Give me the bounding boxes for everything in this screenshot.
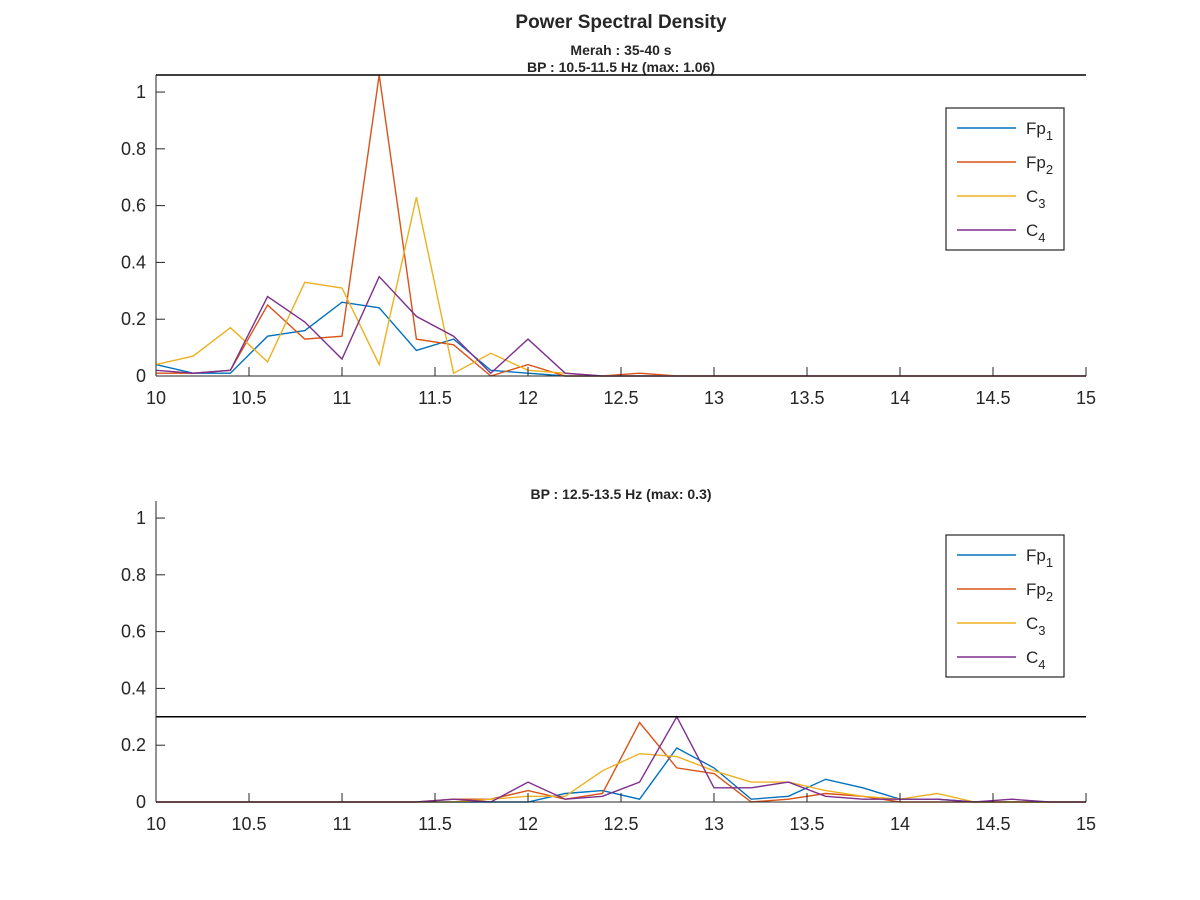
y-tick-label: 0.8 [121, 139, 146, 159]
x-tick-label: 12 [518, 814, 538, 834]
legend-label-name: Fp [1026, 580, 1046, 599]
x-tick-label: 13.5 [789, 388, 824, 408]
y-tick-label: 0 [136, 366, 146, 386]
subplot-title: BP : 12.5-13.5 Hz (max: 0.3) [530, 486, 711, 502]
legend-label-subscript: 4 [1038, 230, 1045, 245]
x-tick-label: 15 [1076, 388, 1096, 408]
legend-label: Fp2 [1026, 580, 1053, 604]
x-tick-label: 14 [890, 814, 910, 834]
top-subplot: BP : 10.5-11.5 Hz (max: 1.06)10 10.5 11 11.… [121, 59, 1096, 408]
y-tick-label: 0.8 [121, 565, 146, 585]
legend-label: C3 [1026, 614, 1046, 638]
x-tick-label: 12.5 [603, 388, 638, 408]
legend-label-name: Fp [1026, 119, 1046, 138]
x-tick-label: 13 [704, 388, 724, 408]
legend-label-subscript: 4 [1038, 657, 1045, 672]
legend-label: Fp2 [1026, 153, 1053, 177]
legend-label-subscript: 1 [1046, 128, 1053, 143]
y-tick-label: 1 [136, 508, 146, 528]
x-tick-label: 10 [146, 814, 166, 834]
legend-box [945, 107, 1065, 251]
legend-label: C4 [1026, 648, 1046, 672]
x-tick-label: 13.5 [789, 814, 824, 834]
x-tick-label: 11.5 [418, 388, 452, 408]
legend-label-subscript: 3 [1038, 196, 1045, 211]
x-tick-label: 12 [518, 388, 538, 408]
legend-label: Fp1 [1026, 119, 1053, 143]
y-tick-label: 0.6 [121, 196, 146, 216]
x-tick-label: 10.5 [231, 388, 266, 408]
y-tick-label: 0.4 [121, 252, 146, 272]
x-tick-label: 13 [704, 814, 724, 834]
x-tick-label: 10 [146, 388, 166, 408]
legend-label-name: C [1026, 187, 1038, 206]
x-tick-label: 14.5 [975, 814, 1010, 834]
x-tick-label: 11 [333, 388, 352, 408]
x-tick-label: 15 [1076, 814, 1096, 834]
legend-label-subscript: 2 [1046, 162, 1053, 177]
x-tick-label: 10.5 [231, 814, 266, 834]
x-tick-label: 12.5 [603, 814, 638, 834]
legend-label-subscript: 1 [1046, 555, 1053, 570]
legend-label-name: C [1026, 221, 1038, 240]
legend-label: Fp1 [1026, 546, 1053, 570]
legend-box [945, 534, 1065, 678]
y-tick-label: 1 [136, 82, 146, 102]
x-tick-label: 14 [890, 388, 910, 408]
legend-label: C3 [1026, 187, 1046, 211]
legend-label-name: C [1026, 614, 1038, 633]
legend-label-subscript: 3 [1038, 623, 1045, 638]
y-tick-label: 0.4 [121, 678, 146, 698]
figure-title: Power Spectral Density [515, 12, 727, 33]
x-tick-label: 11.5 [418, 814, 452, 834]
figure-subtitle: Merah : 35-40 s [570, 42, 671, 58]
y-tick-label: 0.2 [121, 735, 146, 755]
y-tick-label: 0.2 [121, 309, 146, 329]
legend-label-name: Fp [1026, 153, 1046, 172]
bottom-subplot: BP : 12.5-13.5 Hz (max: 0.3)10 10.5 11 11.5… [121, 486, 1096, 834]
legend-label-subscript: 2 [1046, 589, 1053, 604]
y-tick-label: 0.6 [121, 622, 146, 642]
legend-label-name: Fp [1026, 546, 1046, 565]
x-tick-label: 14.5 [975, 388, 1010, 408]
y-tick-label: 0 [136, 792, 146, 812]
subplot-title: BP : 10.5-11.5 Hz (max: 1.06) [527, 59, 715, 75]
legend-label: C4 [1026, 221, 1046, 245]
x-tick-label: 11 [333, 814, 352, 834]
legend-label-name: C [1026, 648, 1038, 667]
